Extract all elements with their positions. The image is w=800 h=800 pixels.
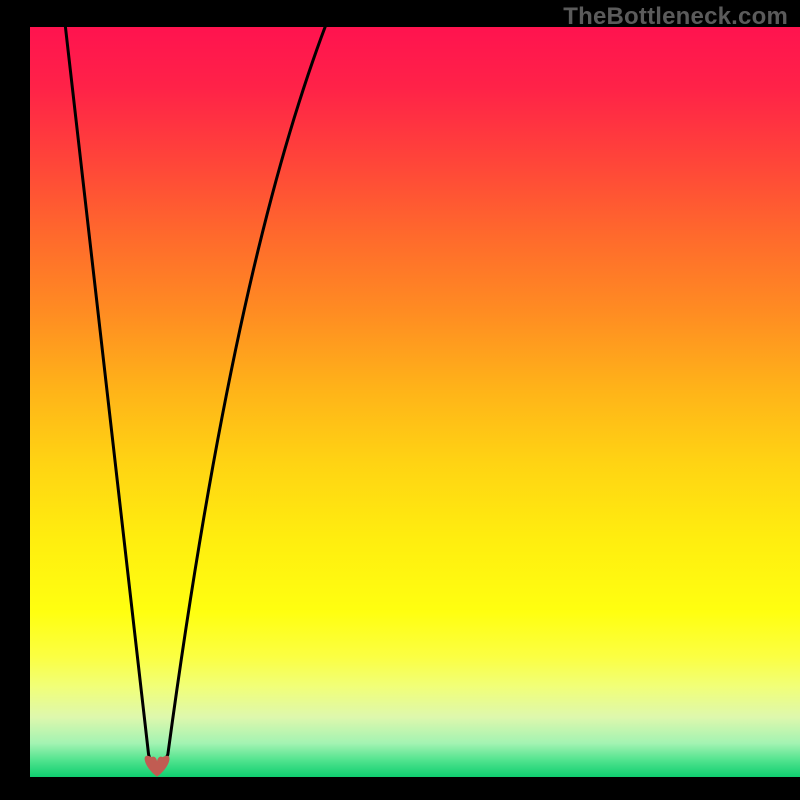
plot-area [30,27,800,777]
gradient-background [30,27,800,777]
figure-root: TheBottleneck.com [0,0,800,800]
plot-svg [30,27,800,777]
watermark-text: TheBottleneck.com [563,3,788,31]
